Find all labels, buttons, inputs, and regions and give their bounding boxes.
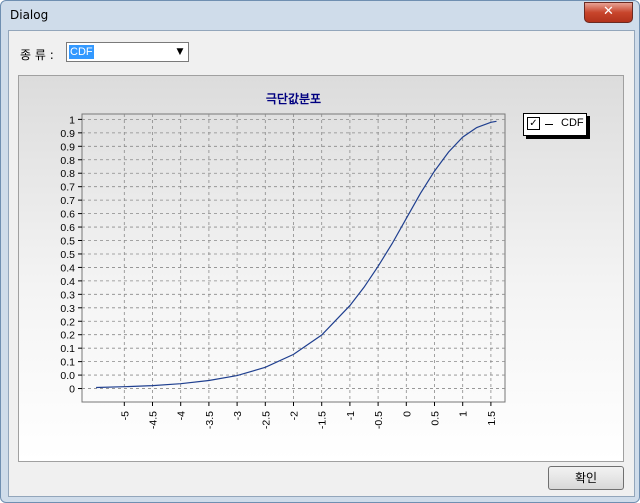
y-tick-label: 0.2 [60,316,75,328]
x-tick-label: -2 [289,411,301,420]
type-label: 종 류 : [20,48,54,62]
y-tick-label: 0.4 [60,262,75,274]
chart-panel: 극단값분포 0 0.0 0.1 0.1 0.2 0.2 0.3 0.3 0.4 0.4 0.5 0.5 0… [18,75,624,462]
x-tick-label: 0.5 [430,411,442,426]
title-bar[interactable]: Dialog ✕ [1,1,639,29]
y-tick-label: 0.9 [60,141,75,153]
x-tick-label: -2.5 [260,411,272,429]
y-tick-label: 0.8 [60,155,75,167]
x-tick-label: 1 [458,411,470,417]
x-tick-label: 1.5 [486,411,498,426]
ok-button[interactable]: 확인 [548,466,624,490]
y-tick-label: 0.0 [60,370,75,382]
series-line-cdf [96,120,497,389]
chart-title: 극단값분포 [266,91,321,106]
x-tick-label: -1 [345,411,357,420]
legend-checkbox[interactable]: ✓ [527,117,540,130]
x-tick-label: -3 [232,411,244,420]
close-button[interactable]: ✕ [584,2,633,23]
y-tick-label: 0.4 [60,276,75,288]
dialog-client-area: 종 류 : CDF ▼ 극단값분포 0 0.0 0.1 0.1 0.2 0.2 0.3 0.3 0… [8,30,635,497]
y-tick-label: 0.9 [60,128,75,140]
x-tick-label: -4 [176,411,188,420]
type-combobox[interactable]: CDF ▼ [66,42,189,62]
x-tick-label: -3.5 [204,411,216,429]
legend-line-swatch [545,124,553,125]
y-tick-label: 0.7 [60,182,75,194]
window-title: Dialog [10,8,49,22]
y-tick-label: 0.5 [60,236,75,248]
y-tick-label: 0.1 [60,343,75,355]
y-tick-label: 0.6 [60,222,75,234]
x-tick-label: -5 [119,411,131,420]
y-tick-label: 0.2 [60,330,75,342]
y-tick-label: 1 [69,114,75,126]
x-tick-label: -4.5 [148,411,160,429]
x-tick-label: -1.5 [317,411,329,429]
y-tick-label: 0.3 [60,303,75,315]
y-tick-label: 0.8 [60,168,75,180]
chart-legend: ✓ CDF [523,113,587,136]
y-tick-label: 0.3 [60,289,75,301]
y-tick-label: 0.6 [60,209,75,221]
x-tick-label: -0.5 [373,411,385,429]
legend-label: CDF [561,117,584,129]
chevron-down-icon[interactable]: ▼ [176,47,184,57]
y-tick-label: 0.5 [60,249,75,261]
cdf-chart: 극단값분포00.00.10.10.20.20.30.30.40.40.50.50… [60,91,506,429]
y-tick-label: 0.7 [60,195,75,207]
y-tick-label: 0 [69,384,75,396]
type-combobox-value: CDF [69,45,94,59]
x-tick-label: 0 [401,411,413,417]
y-tick-label: 0.1 [60,357,75,369]
